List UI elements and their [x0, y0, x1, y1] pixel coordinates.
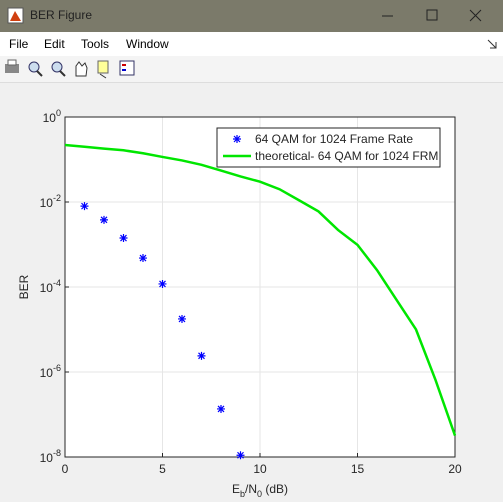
x-tick-label: 0 [62, 462, 69, 476]
title-bar: BER Figure [0, 0, 503, 32]
marker [236, 451, 245, 460]
x-tick-label: 15 [351, 462, 365, 476]
toolbar-icons[interactable] [0, 56, 160, 82]
menu-item[interactable]: Edit [44, 37, 65, 51]
toolbar [0, 56, 503, 83]
menu-bar: File Edit Tools Window [0, 32, 503, 56]
title-icons [7, 7, 482, 24]
marker [158, 279, 167, 288]
marker [233, 135, 241, 143]
y-tick-label: 10-6​ [40, 363, 61, 380]
x-tick-label: 10 [253, 462, 267, 476]
x-tick-label: 20 [448, 462, 462, 476]
y-axis-label: BER [17, 274, 31, 299]
x-axis-label: Eb​/N0​ (dB) [232, 482, 288, 499]
legend-label: 64 QAM for 1024 Frame Rate [255, 132, 413, 146]
menu-item[interactable]: Window [126, 37, 169, 51]
y-tick-label: 100​ [43, 108, 61, 125]
marker [80, 202, 89, 211]
marker [119, 234, 128, 243]
menu-item[interactable]: File [9, 37, 29, 51]
x-tick-label: 5 [159, 462, 166, 476]
marker [217, 404, 225, 413]
line [64, 143, 457, 436]
marker [100, 215, 108, 224]
marker [139, 254, 147, 263]
y-tick-label: 10-8​ [40, 448, 61, 465]
legend-label: theoretical- 64 QAM for 1024 FRM [255, 149, 438, 163]
dock-icon[interactable] [486, 38, 498, 50]
figure: 0 5 10 15 20 100​ 10-2​ 10-4​ 10-6​ 10-8​ Eb​/N0​ … [17, 108, 462, 499]
marker [178, 314, 186, 323]
window-title: BER Figure [30, 8, 93, 22]
axes-box [64, 116, 456, 458]
menu-item[interactable]: Tools [81, 37, 110, 51]
y-tick-label: 10-2​ [40, 193, 61, 210]
legend-box [216, 127, 441, 168]
y-tick-label: 10-4​ [40, 278, 61, 295]
marker [197, 351, 206, 360]
